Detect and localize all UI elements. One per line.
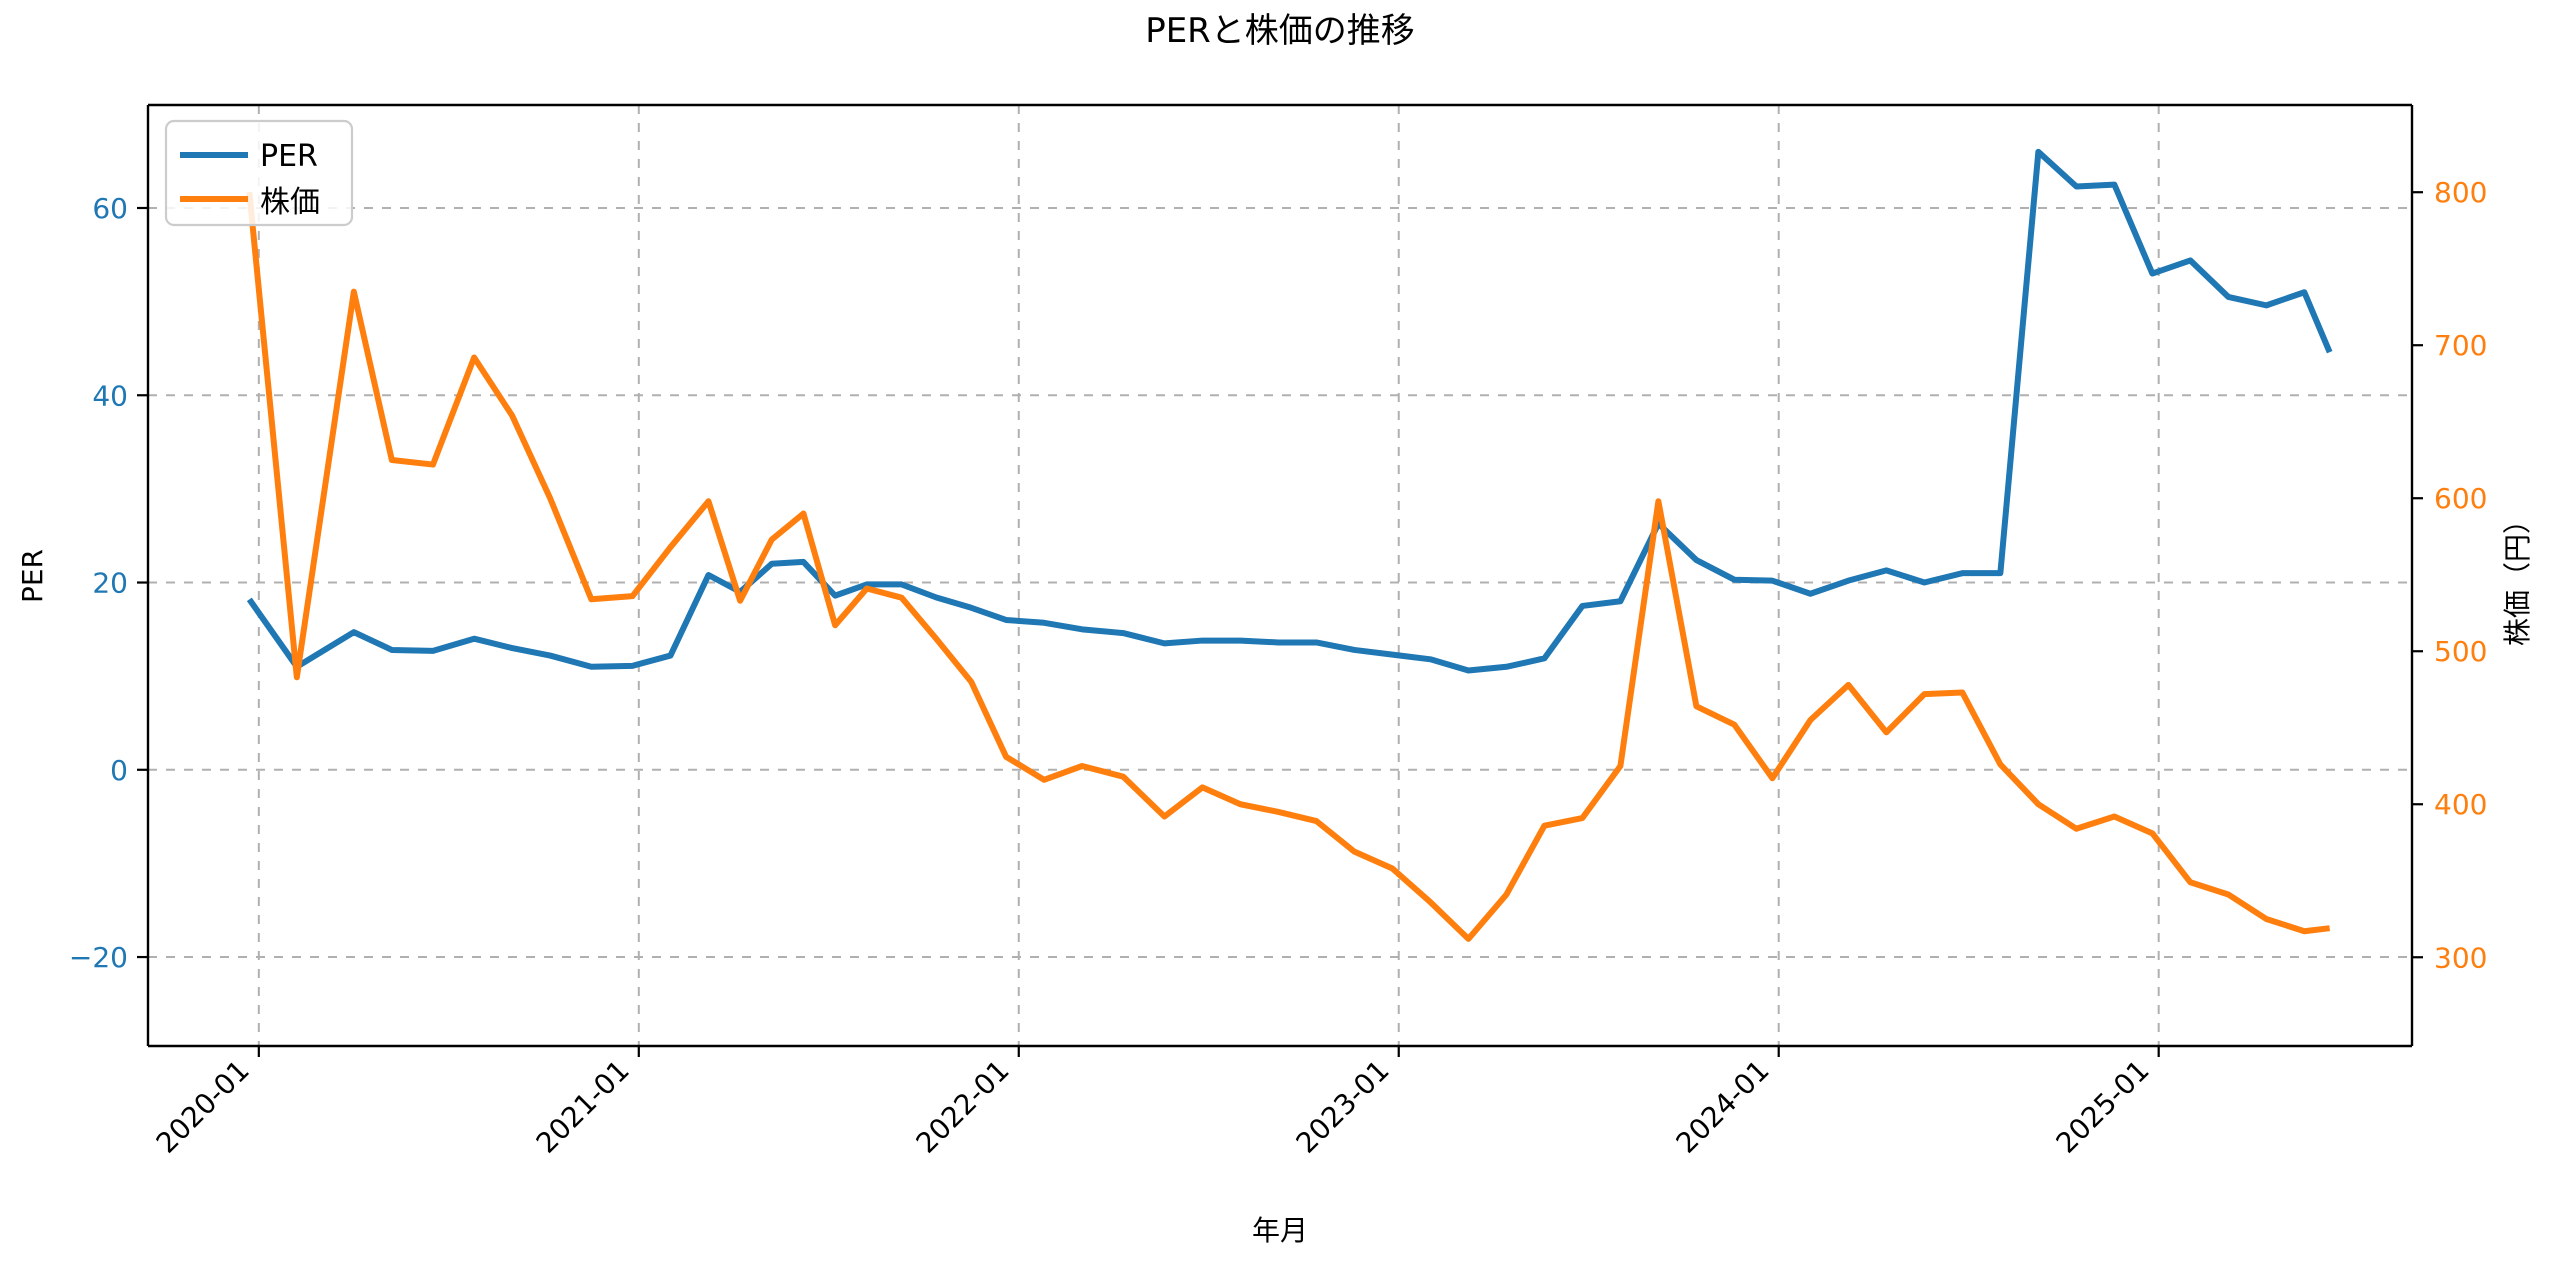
y-left-tick-label: −20 [69,941,128,974]
y-left-tick-label: 40 [92,379,128,412]
y-axis-right-title: 株価（円） [2501,506,2534,646]
chart-title: PERと株価の推移 [1145,11,1415,51]
y-right-tick-label: 400 [2434,788,2487,821]
y-axis-left-title: PER [16,549,49,603]
series-line-per [246,148,2333,674]
y-axis-right-ticks: 300 400 500 600 700 800 [2412,176,2487,974]
y-right-tick-label: 800 [2434,176,2487,209]
legend[interactable]: PER 株価 [164,119,354,227]
series-line-kabuka [246,191,2331,942]
legend-label-per[interactable]: PER [260,139,318,174]
y-left-tick-label: 0 [110,754,128,787]
axes-spines [146,103,2414,1048]
y-right-tick-label: 700 [2434,329,2487,362]
legend-background [164,119,354,227]
y-right-tick-label: 500 [2434,635,2487,668]
gridlines [148,105,2412,1046]
plot-series-group [246,148,2333,942]
y-right-tick-label: 300 [2434,941,2487,974]
y-axis-left-ticks: −20 0 20 40 60 [69,192,148,974]
x-axis-title: 年月 [1252,1214,1308,1247]
y-left-tick-label: 20 [92,567,128,600]
y-left-tick-label: 60 [92,192,128,225]
legend-label-kabuka[interactable]: 株価 [260,185,320,220]
y-right-tick-label: 600 [2434,482,2487,515]
